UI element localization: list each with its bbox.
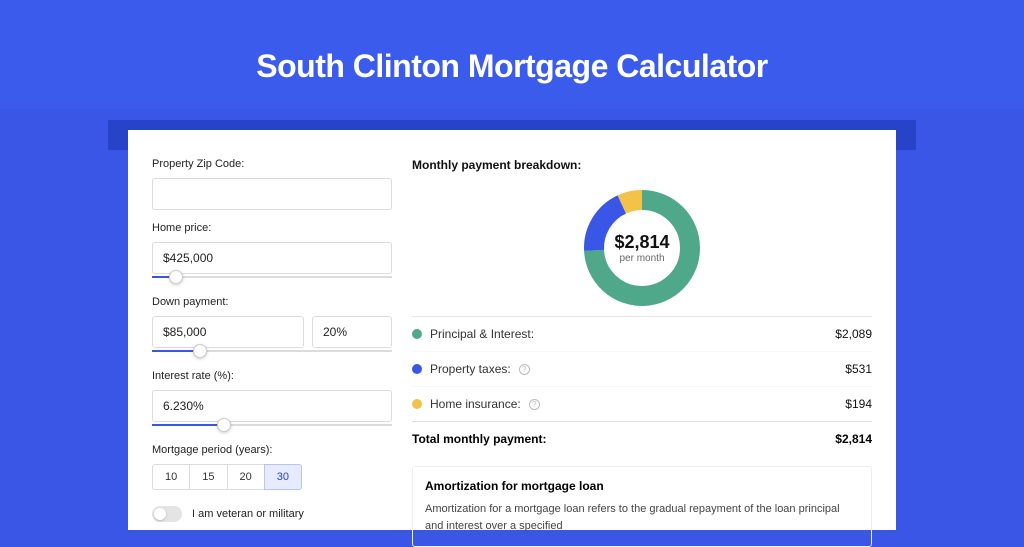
veteran-toggle-label: I am veteran or military [192,508,304,520]
form-column: Property Zip Code: Home price: Down paym… [152,152,392,530]
down-payment-slider[interactable] [152,346,392,358]
breakdown-row: Home insurance:? $194 [412,386,872,421]
breakdown-value: $194 [845,397,872,411]
total-label: Total monthly payment: [412,432,546,446]
donut-chart: $2,814 per month [582,188,702,308]
home-price-slider[interactable] [152,272,392,284]
zip-label: Property Zip Code: [152,158,392,170]
breakdown-value: $2,089 [835,327,872,341]
breakdown-row: Property taxes:? $531 [412,351,872,386]
breakdown-value: $531 [845,362,872,376]
interest-rate-input[interactable] [152,390,392,422]
down-payment-label: Down payment: [152,296,392,308]
interest-rate-label: Interest rate (%): [152,370,392,382]
donut-wrap: $2,814 per month [412,180,872,316]
veteran-toggle[interactable] [152,506,182,522]
period-button-15[interactable]: 15 [189,464,226,490]
slider-thumb[interactable] [193,344,207,358]
home-price-input[interactable] [152,242,392,274]
amortization-text: Amortization for a mortgage loan refers … [425,501,859,534]
amortization-card: Amortization for mortgage loan Amortizat… [412,466,872,547]
down-payment-percent-input[interactable] [312,316,392,348]
swatch [412,364,422,374]
info-icon[interactable]: ? [529,399,540,410]
amortization-title: Amortization for mortgage loan [425,479,859,493]
breakdown-title: Monthly payment breakdown: [412,158,872,172]
down-payment-amount-input[interactable] [152,316,304,348]
period-button-20[interactable]: 20 [227,464,264,490]
calculator-card: Property Zip Code: Home price: Down paym… [128,130,896,530]
total-row: Total monthly payment: $2,814 [412,421,872,456]
period-button-30[interactable]: 30 [264,464,302,490]
info-icon[interactable]: ? [519,364,530,375]
donut-segment [622,200,642,204]
breakdown-label: Principal & Interest: [430,327,534,341]
mortgage-period-label: Mortgage period (years): [152,444,392,456]
donut-sub: per month [614,253,669,264]
mortgage-period-group: 10152030 [152,464,392,490]
total-value: $2,814 [835,432,872,446]
donut-center: $2,814 per month [614,232,669,264]
breakdown-rows: Principal & Interest: $2,089 Property taxe… [412,316,872,421]
breakdown-label: Property taxes: [430,362,511,376]
donut-value: $2,814 [614,232,669,253]
period-button-10[interactable]: 10 [152,464,189,490]
slider-thumb[interactable] [217,418,231,432]
header-band: South Clinton Mortgage Calculator [0,0,1024,109]
zip-input[interactable] [152,178,392,210]
slider-thumb[interactable] [169,270,183,284]
results-column: Monthly payment breakdown: $2,814 per mo… [412,152,872,530]
breakdown-label: Home insurance: [430,397,521,411]
swatch [412,399,422,409]
interest-rate-slider[interactable] [152,420,392,432]
swatch [412,329,422,339]
home-price-label: Home price: [152,222,392,234]
breakdown-row: Principal & Interest: $2,089 [412,316,872,351]
page-title: South Clinton Mortgage Calculator [0,48,1024,85]
